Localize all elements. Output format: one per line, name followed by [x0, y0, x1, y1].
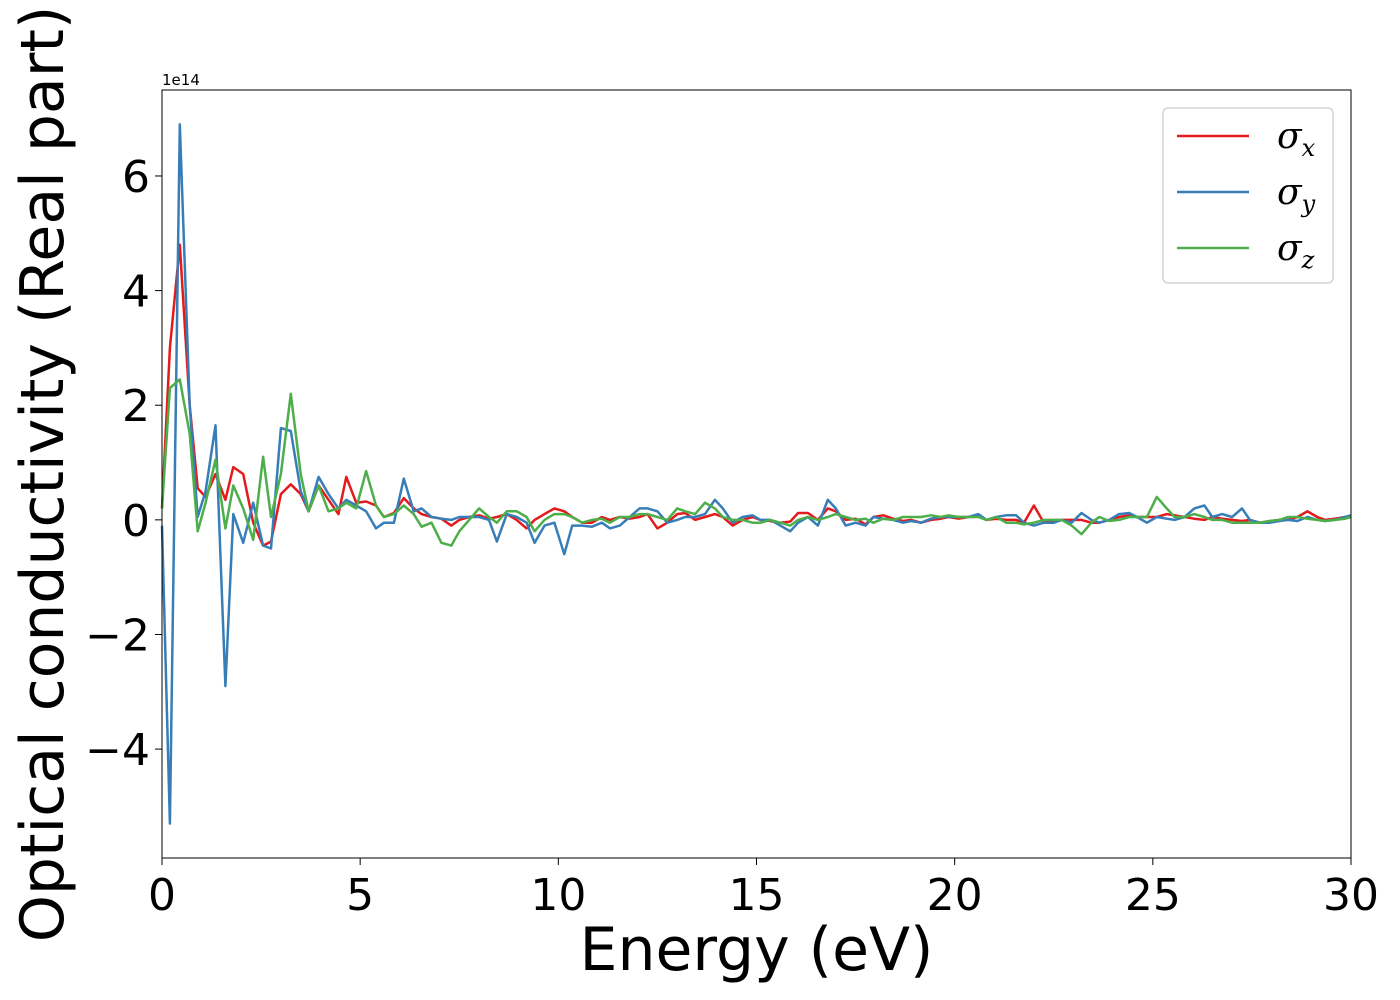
legend: σx σy σz	[1162, 107, 1334, 284]
legend-label-z: σz	[1277, 228, 1315, 274]
x-tick-label: 30	[1323, 870, 1379, 921]
y-tick-label: 4	[122, 267, 150, 318]
x-tick-label: 25	[1125, 870, 1181, 921]
axis-ticks: 0 5 10 15 20 25 30 −4 −2 0 2 4 6	[85, 152, 1379, 921]
x-tick-label: 20	[927, 870, 983, 921]
x-tick-label: 0	[148, 870, 176, 921]
legend-frame	[1162, 107, 1334, 284]
y-tick-label: 6	[122, 152, 150, 203]
legend-label-x: σx	[1277, 116, 1316, 162]
y-axis-label: Optical conductivity (Real part)	[8, 6, 78, 943]
y-tick-label: −4	[85, 725, 150, 776]
x-tick-label: 15	[729, 870, 785, 921]
series-layer	[160, 123, 1352, 825]
series-line-z	[160, 378, 1352, 547]
x-axis-label: Energy (eV)	[580, 915, 934, 985]
x-tick-label: 10	[530, 870, 586, 921]
y-tick-label: 0	[122, 496, 150, 547]
y-tick-label: 2	[122, 381, 150, 432]
x-tick-label: 5	[346, 870, 374, 921]
plot-frame	[161, 89, 1352, 859]
legend-label-y: σy	[1277, 172, 1316, 218]
series-line-x	[160, 243, 1351, 547]
y-offset-text: 1e14	[162, 71, 200, 89]
y-tick-label: −2	[85, 610, 150, 661]
